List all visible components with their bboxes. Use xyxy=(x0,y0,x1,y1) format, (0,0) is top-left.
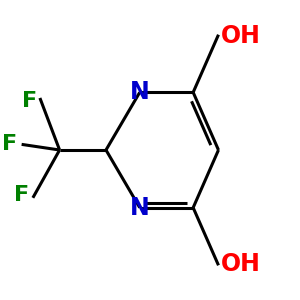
Text: N: N xyxy=(130,80,150,104)
Text: OH: OH xyxy=(221,24,261,48)
Text: F: F xyxy=(22,91,37,111)
Text: F: F xyxy=(14,185,29,205)
Text: F: F xyxy=(2,134,17,154)
Text: N: N xyxy=(130,196,150,220)
Text: OH: OH xyxy=(221,252,261,276)
